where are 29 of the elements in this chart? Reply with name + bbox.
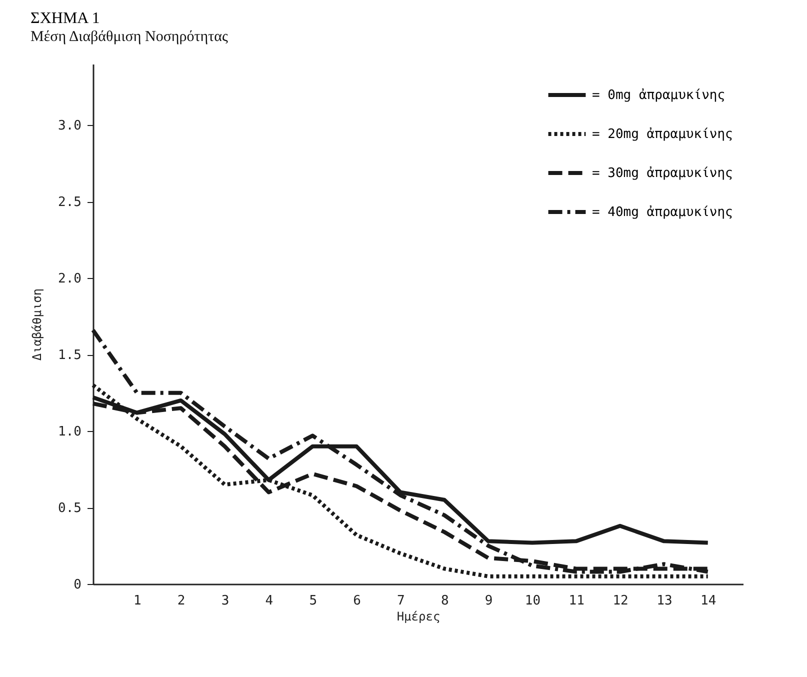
chart-subtitle: Μέση Διαβάθμιση Νοσηρότητας bbox=[30, 29, 228, 45]
x-tick-label: 2 bbox=[177, 594, 186, 608]
x-tick-label: 6 bbox=[353, 594, 361, 608]
x-tick-label: 14 bbox=[700, 594, 716, 608]
chart-title: ΣΧΗΜΑ 1 bbox=[30, 10, 100, 27]
legend-label: = 40mg ἀπραμυκίνης bbox=[592, 205, 733, 220]
legend-label: = 0mg ἀπραμυκίνης bbox=[592, 88, 726, 103]
y-tick-label: 0.5 bbox=[58, 501, 82, 516]
y-tick-label: 2.5 bbox=[58, 195, 82, 210]
y-tick-label: 3.0 bbox=[58, 118, 82, 134]
x-tick-label: 13 bbox=[656, 594, 672, 608]
x-tick-label: 11 bbox=[568, 594, 584, 608]
x-tick-label: 12 bbox=[612, 594, 628, 608]
x-tick-label: 9 bbox=[484, 594, 493, 608]
legend-label: = 20mg ἀπραμυκίνης bbox=[592, 127, 733, 142]
x-tick-label: 3 bbox=[221, 594, 230, 608]
x-tick-label: 5 bbox=[309, 594, 318, 608]
x-axis-title: Ημέρες bbox=[396, 610, 440, 624]
y-tick-label: 1.5 bbox=[58, 348, 82, 364]
x-tick-label: 1 bbox=[134, 594, 142, 608]
x-tick-label: 4 bbox=[265, 594, 274, 608]
x-tick-label: 8 bbox=[440, 594, 449, 608]
y-tick-label: 2.0 bbox=[58, 272, 82, 287]
x-tick-label: 7 bbox=[397, 594, 405, 608]
y-tick-label: 1.0 bbox=[58, 424, 82, 440]
legend-label: = 30mg ἀπραμυκίνης bbox=[592, 166, 733, 181]
x-tick-label: 10 bbox=[524, 594, 541, 608]
y-tick-label: 0 bbox=[74, 578, 82, 592]
y-axis-title: Διαβάθμιση bbox=[30, 288, 44, 361]
